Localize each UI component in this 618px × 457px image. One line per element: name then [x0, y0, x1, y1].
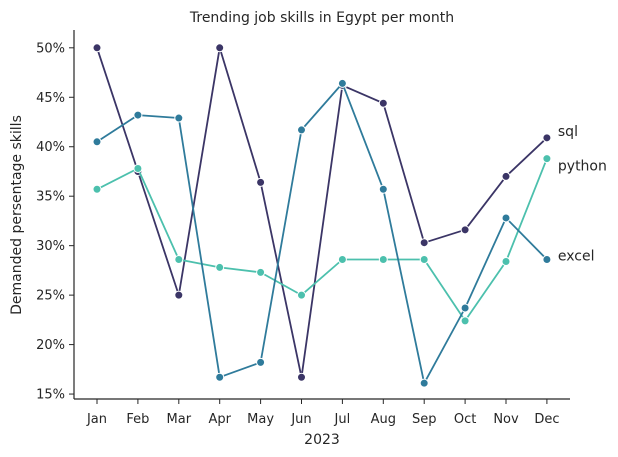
y-axis-label: Demanded persentage skills [9, 115, 25, 315]
data-point-python [92, 184, 102, 194]
data-point-excel [419, 378, 429, 388]
data-point-sql [92, 43, 102, 53]
x-tick-label: Feb [126, 412, 149, 427]
data-point-excel [215, 372, 225, 382]
series-line-excel [96, 82, 548, 385]
x-tick-label: Oct [454, 412, 476, 427]
x-axis: Jan Feb Mar Apr May Jun Jul Aug Sep Oct Nov Dec [86, 399, 559, 427]
x-tick-label: Jan [86, 412, 107, 427]
x-tick-label: Dec [534, 412, 559, 427]
data-point-python [501, 256, 511, 266]
y-tick-label: 15% [36, 388, 65, 403]
data-point-python [337, 255, 347, 265]
data-point-sql [378, 98, 388, 108]
data-point-python [460, 316, 470, 326]
x-tick-label: Apr [208, 412, 231, 427]
data-point-excel [337, 78, 347, 88]
data-point-python [256, 267, 266, 277]
y-tick-label: 40% [36, 140, 65, 155]
x-axis-label: 2023 [304, 432, 340, 448]
series-sql: sql [92, 43, 578, 382]
data-point-excel [378, 184, 388, 194]
series-excel: excel [92, 78, 595, 388]
series-line-sql [96, 46, 548, 379]
data-point-sql [215, 43, 225, 53]
data-point-python [297, 290, 306, 300]
y-tick-label: 30% [36, 239, 65, 254]
series-layer: sql python excel [92, 43, 607, 388]
series-python: python [92, 154, 607, 326]
data-point-sql [256, 177, 266, 187]
series-line-python [96, 158, 548, 322]
x-tick-label: Aug [371, 412, 396, 427]
y-tick-label: 50% [36, 41, 65, 56]
data-point-python [542, 154, 552, 164]
data-point-excel [542, 255, 552, 265]
data-point-excel [92, 137, 102, 147]
data-point-python [174, 255, 184, 265]
series-label-excel: excel [558, 249, 595, 265]
series-label-sql: sql [558, 124, 578, 140]
data-point-excel [501, 213, 511, 223]
chart-title: Trending job skills in Egypt per month [189, 10, 454, 26]
x-tick-label: May [247, 412, 274, 427]
y-tick-label: 25% [36, 289, 65, 304]
data-point-excel [174, 113, 184, 123]
x-tick-label: Nov [493, 412, 519, 427]
data-point-python [419, 255, 429, 265]
data-point-sql [419, 238, 429, 248]
data-point-python [215, 262, 225, 272]
data-point-excel [256, 357, 266, 367]
data-point-sql [297, 372, 306, 382]
data-point-sql [460, 225, 470, 235]
x-tick-label: Jul [334, 412, 351, 427]
x-tick-label: Mar [167, 412, 192, 427]
data-point-excel [297, 125, 306, 135]
data-point-sql [501, 171, 511, 181]
data-point-sql [542, 133, 552, 143]
series-label-python: python [558, 159, 607, 175]
data-point-python [378, 255, 388, 265]
x-tick-label: Jun [290, 412, 311, 427]
y-tick-label: 35% [36, 190, 65, 205]
data-point-excel [133, 110, 143, 120]
data-point-python [133, 163, 143, 173]
y-tick-label: 45% [36, 91, 65, 106]
y-tick-label: 20% [36, 338, 65, 353]
x-tick-label: Sep [412, 412, 437, 427]
y-axis: 15% 20% 25% 30% 35% 40% 45% 50% [36, 41, 74, 403]
data-point-sql [174, 290, 184, 300]
data-point-excel [460, 303, 470, 313]
